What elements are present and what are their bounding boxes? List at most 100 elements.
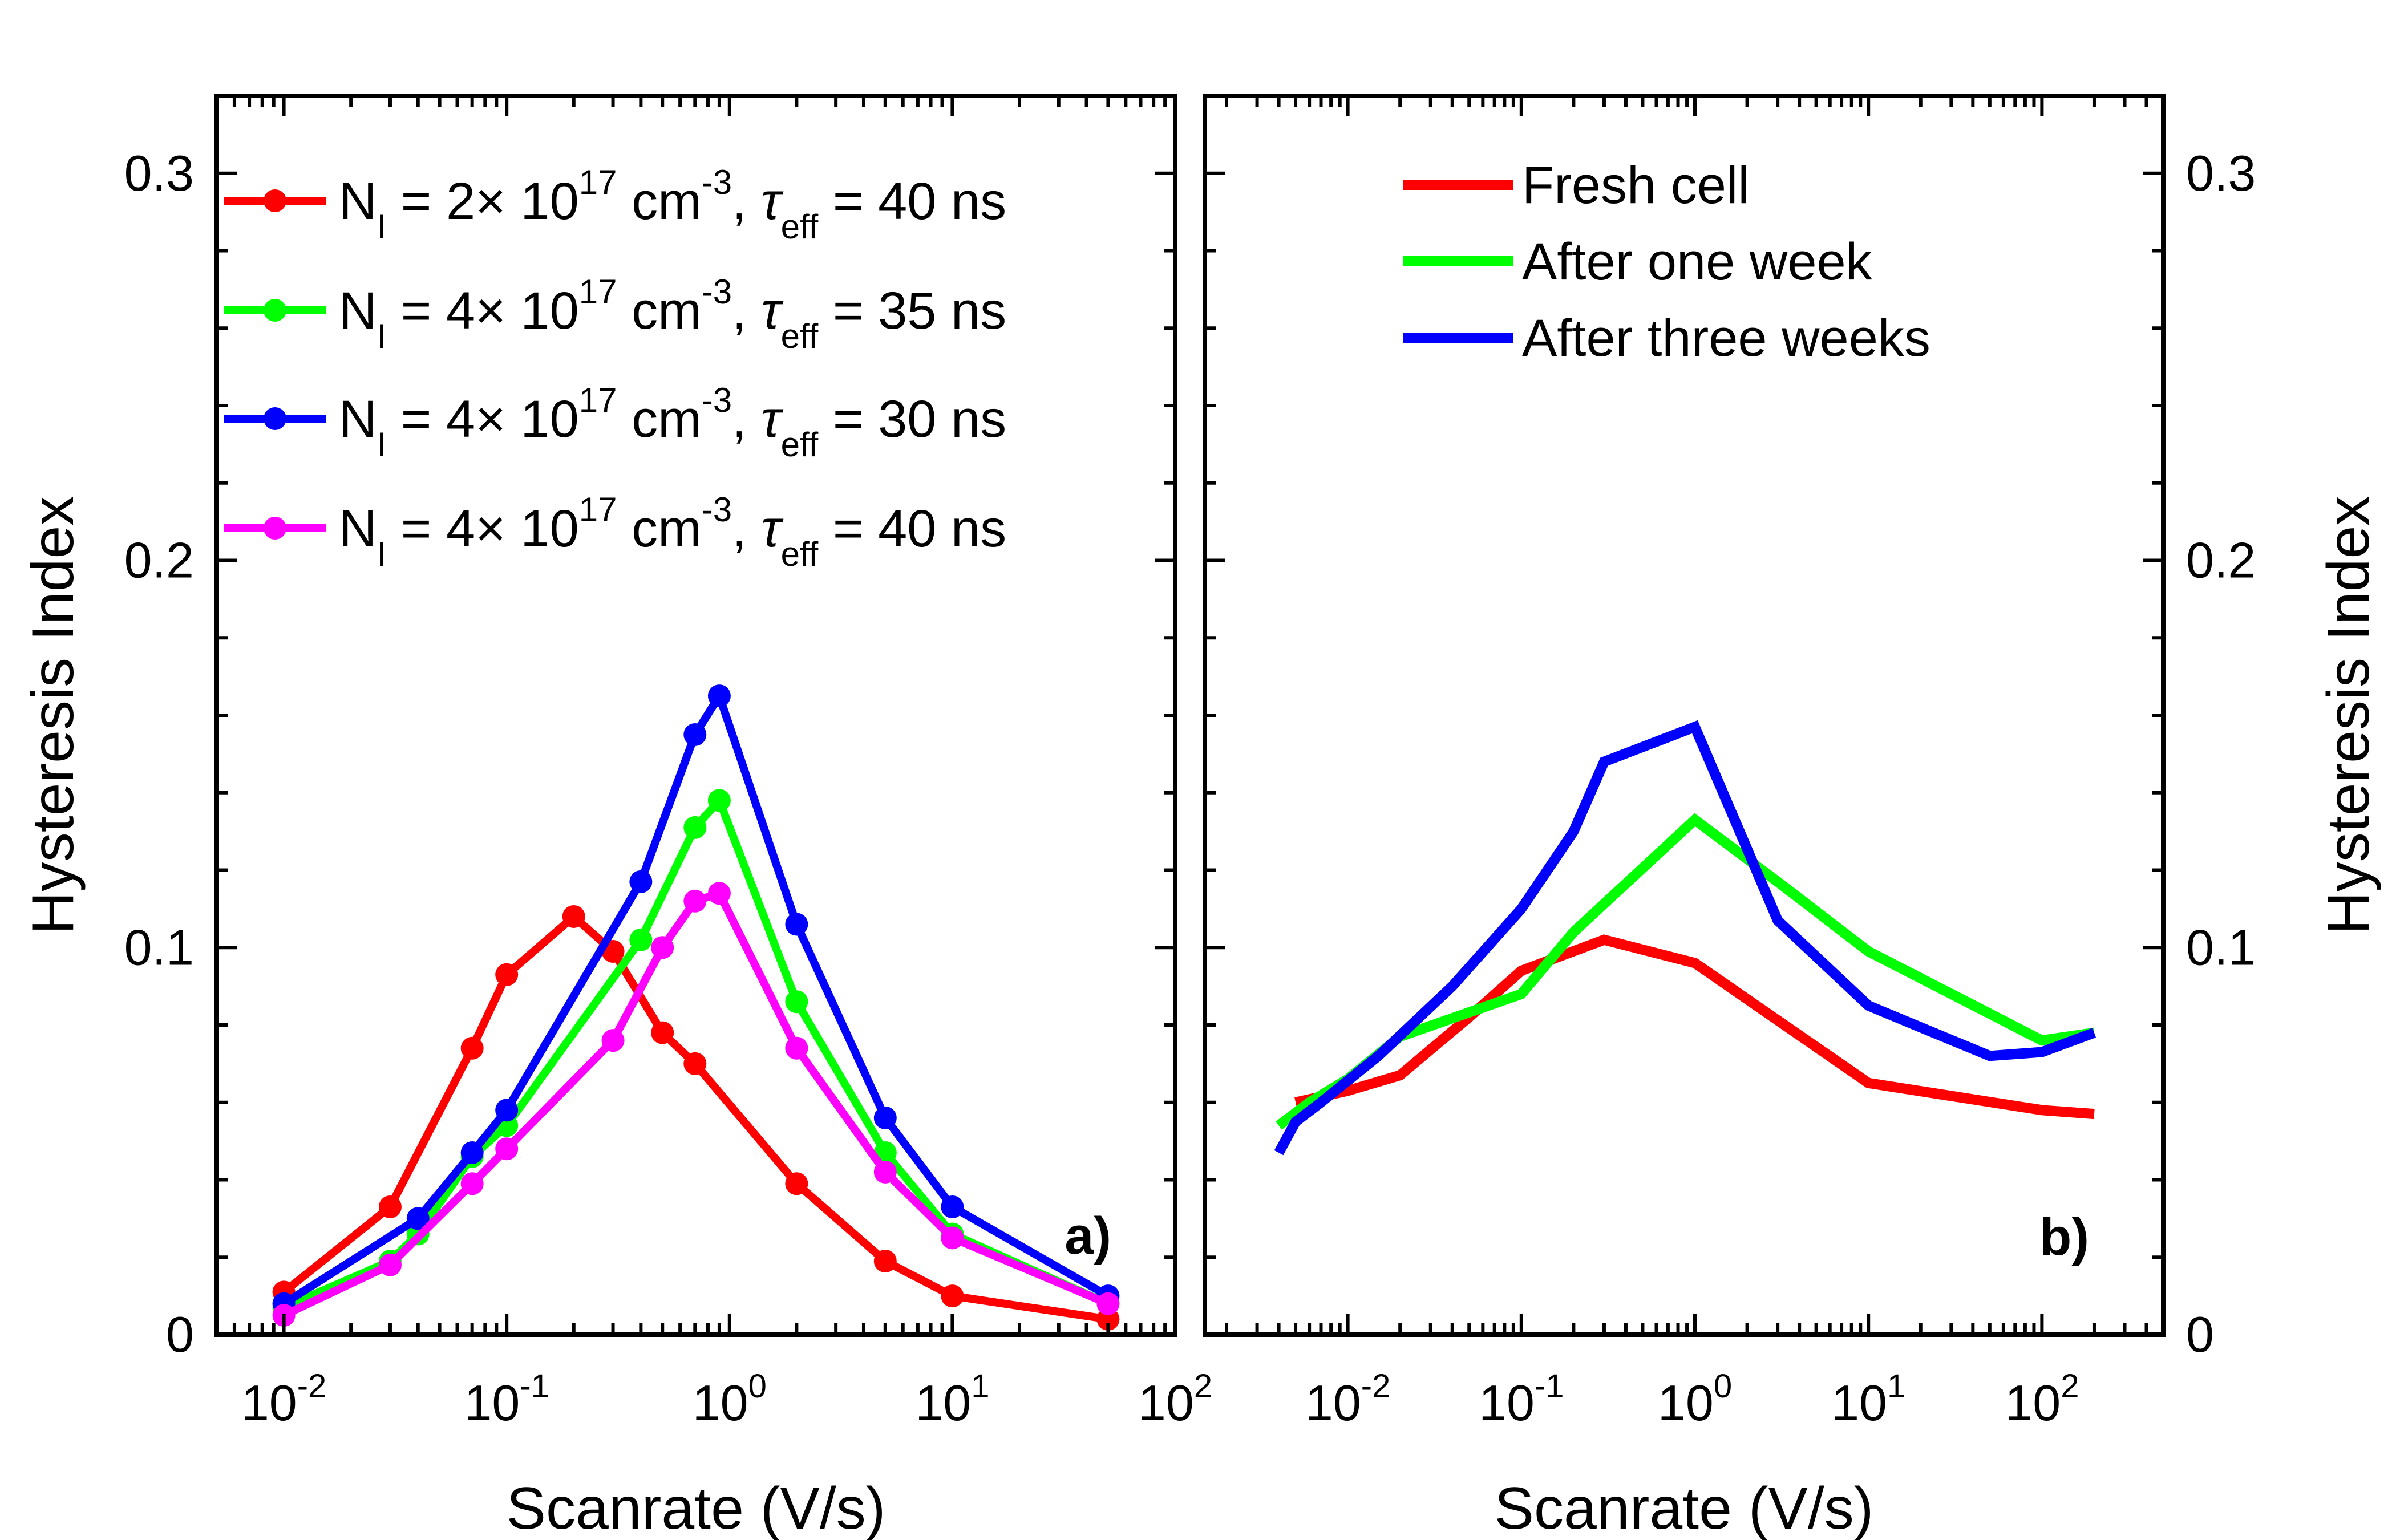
panel-a-data-point [785, 1172, 808, 1195]
legend-unit_exp: -3 [702, 491, 732, 529]
panel-a-y-tick-label: 0.1 [124, 919, 194, 975]
legend-exp: 17 [579, 491, 617, 529]
panel-a-x-tick-label: 101 [915, 1368, 989, 1431]
panel-b-x-tick-label: 10-1 [1479, 1368, 1564, 1431]
legend-exp: 17 [579, 273, 617, 311]
panel-a-data-point [707, 684, 731, 708]
panel-a-x-axis-title: Scanrate (V/s) [507, 1476, 886, 1540]
legend-times: × [475, 172, 506, 230]
legend-times: × [475, 390, 506, 448]
legend-unit_exp: -3 [702, 273, 732, 311]
legend-n: N [339, 500, 377, 558]
legend-swatch-marker [264, 407, 286, 430]
legend-tau: τ [761, 282, 784, 340]
legend-swatch-marker [264, 189, 286, 212]
panel-a-data-point [406, 1207, 430, 1230]
legend-entry-text: NI = 4× 1017 cm-3, τeff = 40 ns [339, 491, 1006, 573]
tick-base: 10 [1479, 1375, 1535, 1431]
legend-tau: τ [761, 172, 784, 230]
legend-tau_sub: eff [781, 535, 819, 573]
panel-a-data-point [785, 990, 808, 1014]
legend-unit_exp: -3 [702, 163, 732, 201]
panel-b-series-line-0 [1294, 934, 2095, 1120]
legend-sub: I [377, 425, 386, 464]
panel-a-data-point [785, 913, 808, 936]
legend-entry-text: After three weeks [1522, 309, 1930, 367]
panel-a-data-point [629, 870, 653, 893]
panel-b-marks [1274, 720, 2096, 1156]
legend-mid: = 4 [386, 282, 475, 340]
legend-mid: = 4 [386, 390, 475, 448]
tick-exponent: -1 [520, 1368, 549, 1405]
panel-a-data-point [683, 889, 707, 913]
legend-unit: cm [617, 172, 702, 230]
tick-exponent: 0 [748, 1368, 767, 1405]
panel-a-data-point [707, 789, 731, 812]
panel-a-y-tick-label: 0 [166, 1306, 194, 1363]
panel-b-y-tick-label: 0.3 [2186, 145, 2256, 201]
tick-exponent: 0 [1714, 1368, 1732, 1405]
legend-value: = 40 ns [818, 172, 1006, 230]
panel-b-label: b) [2039, 1208, 2089, 1266]
panel-a-data-point [601, 1029, 625, 1052]
legend-ten: 10 [506, 172, 579, 230]
tick-exponent: -2 [297, 1368, 327, 1405]
legend-sub: I [377, 208, 386, 246]
panel-a-data-point [941, 1284, 964, 1308]
panel-a-data-point [941, 1226, 964, 1250]
tick-exponent: 2 [2061, 1368, 2079, 1405]
panel-a-marks [272, 684, 1120, 1331]
legend-value: = 35 ns [818, 282, 1006, 340]
legend-entry-text: NI = 4× 1017 cm-3, τeff = 35 ns [339, 273, 1006, 355]
legend-tau: τ [761, 500, 784, 558]
legend-tau: τ [761, 390, 784, 448]
legend-sub: I [377, 535, 386, 573]
legend-entry-text: After one week [1522, 233, 1873, 291]
legend-entry-text: NI = 4× 1017 cm-3, τeff = 30 ns [339, 381, 1006, 464]
legend-ten: 10 [506, 500, 579, 558]
panel-a-data-point [873, 1160, 897, 1184]
legend-swatch-marker [264, 517, 286, 540]
legend-comma: , [732, 500, 761, 558]
legend-entry-text: NI = 2× 1017 cm-3, τeff = 40 ns [339, 163, 1006, 246]
panel-a-x-tick-label: 100 [693, 1368, 767, 1431]
panel-a-data-point [683, 723, 707, 746]
panel-b-x-axis-title: Scanrate (V/s) [1495, 1476, 1874, 1540]
panel-a-label: a) [1065, 1207, 1111, 1265]
legend-tau_sub: eff [781, 208, 819, 246]
panel-b-x-tick-label: 100 [1658, 1368, 1732, 1431]
panel-a-data-point [562, 905, 585, 928]
tick-exponent: 1 [1887, 1368, 1905, 1405]
panel-a-data-point [378, 1253, 402, 1276]
panel-a-data-point [460, 1141, 484, 1164]
panel-a-data-point [460, 1172, 484, 1195]
tick-exponent: 2 [1194, 1368, 1212, 1405]
panel-a-data-point [785, 1036, 808, 1060]
legend-comma: , [732, 172, 761, 230]
legend-unit: cm [617, 282, 702, 340]
panel-a-data-point [495, 1137, 519, 1161]
legend-mid: = 4 [386, 500, 475, 558]
panel-a-y-tick-label: 0.2 [124, 532, 194, 589]
tick-base: 10 [915, 1375, 971, 1431]
panel-a-data-point [651, 936, 674, 959]
legend-n: N [339, 172, 377, 230]
tick-base: 10 [2005, 1375, 2061, 1431]
tick-base: 10 [1305, 1375, 1361, 1431]
panel-a-data-point [941, 1195, 964, 1219]
panel-b-x-tick-label: 10-2 [1305, 1368, 1390, 1431]
panel-a-data-point [1096, 1292, 1120, 1315]
legend-tau_sub: eff [781, 425, 819, 464]
tick-exponent: -1 [1535, 1368, 1564, 1405]
tick-base: 10 [464, 1375, 520, 1431]
legend-ten: 10 [506, 390, 579, 448]
panel-a-series-line-3 [282, 888, 1110, 1319]
panel-a-data-point [378, 1195, 402, 1219]
tick-base: 10 [1138, 1375, 1194, 1431]
panel-a-data-point [873, 1106, 897, 1129]
panel-b-y-tick-label: 0.2 [2186, 532, 2256, 589]
